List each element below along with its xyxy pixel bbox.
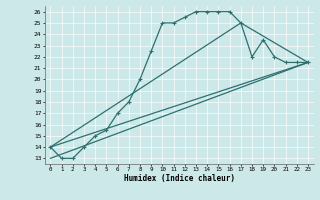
X-axis label: Humidex (Indice chaleur): Humidex (Indice chaleur) [124, 174, 235, 183]
